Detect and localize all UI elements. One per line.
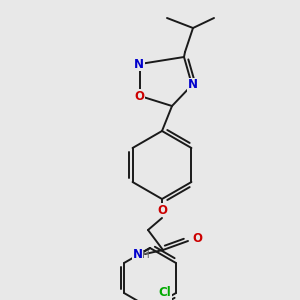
Text: O: O <box>192 232 202 245</box>
Text: O: O <box>157 203 167 217</box>
Text: N: N <box>188 79 198 92</box>
Text: Cl: Cl <box>159 286 171 299</box>
Text: N: N <box>134 58 144 70</box>
Text: O: O <box>134 89 144 103</box>
Text: N: N <box>133 248 143 260</box>
Text: H: H <box>142 250 150 260</box>
